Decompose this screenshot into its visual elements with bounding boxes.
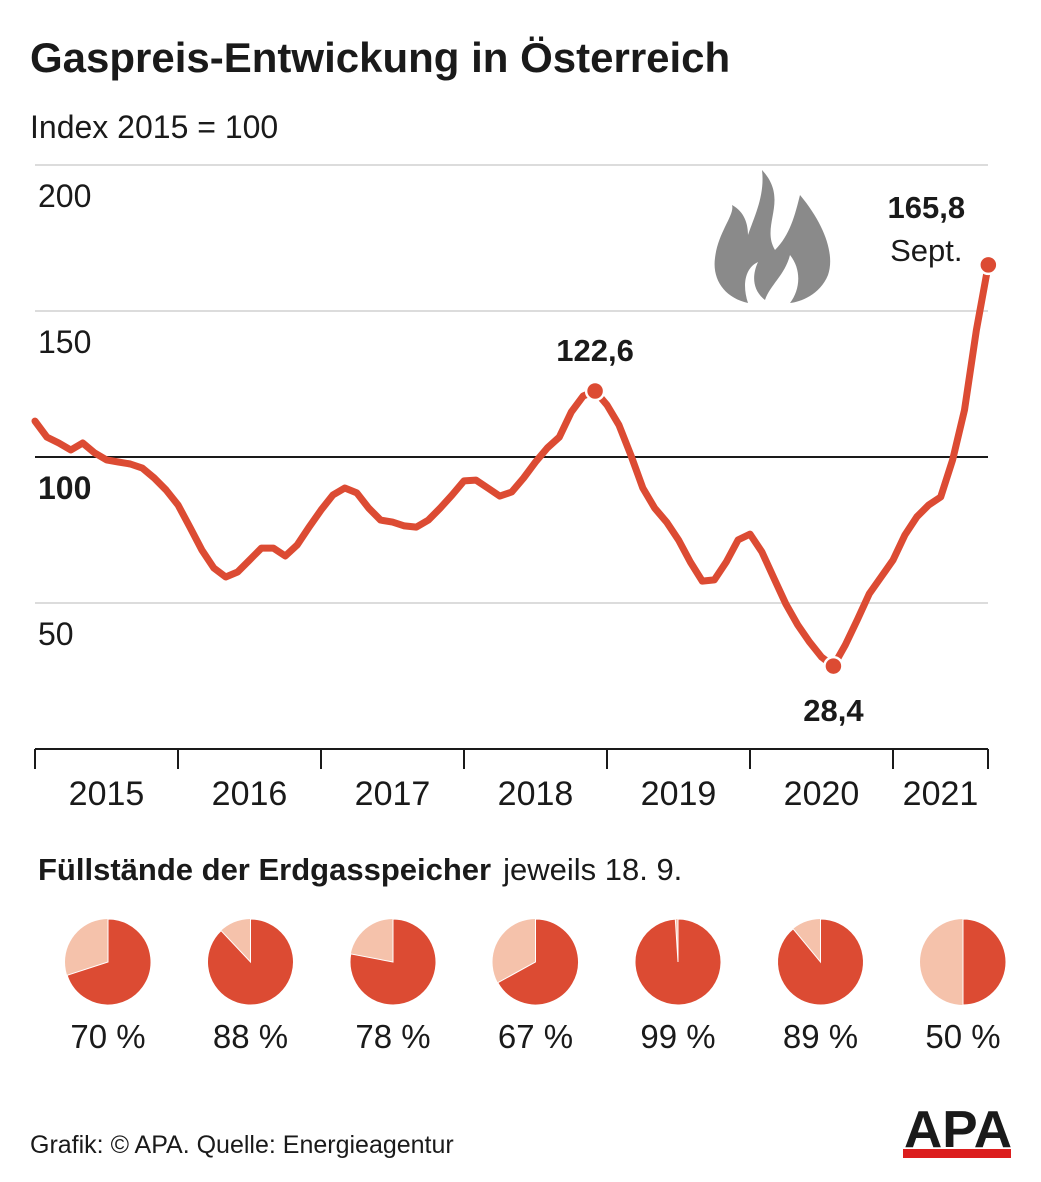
y-tick-label: 50 bbox=[38, 616, 74, 652]
pie-value-label: 70 % bbox=[70, 1018, 145, 1055]
pie-value-label: 88 % bbox=[213, 1018, 288, 1055]
pie-wedge bbox=[634, 918, 722, 1006]
logo-bar bbox=[903, 1149, 1011, 1158]
pie-title: Füllstände der Erdgasspeicher bbox=[38, 852, 491, 887]
pie-subtitle: jeweils 18. 9. bbox=[502, 852, 682, 887]
line-series bbox=[31, 261, 992, 670]
x-tick-label: 2017 bbox=[355, 775, 431, 813]
pie-wedge bbox=[207, 918, 294, 1006]
source: Grafik: © APA. Quelle: Energieagentur bbox=[30, 1131, 454, 1159]
y-tick-label: 150 bbox=[38, 324, 91, 360]
pie-wedge bbox=[962, 918, 1007, 1006]
x-tick-label: 2019 bbox=[641, 775, 717, 813]
pie-wedge bbox=[349, 918, 437, 1006]
pie-row: 70 % 88 % 78 % 67 % 99 % 89 % 50 % bbox=[65, 918, 1007, 1055]
x-tick-label: 2021 bbox=[903, 775, 979, 813]
x-tick-label: 2018 bbox=[498, 775, 574, 813]
y-tick-label: 200 bbox=[38, 178, 91, 214]
x-tick-label: 2015 bbox=[69, 775, 145, 813]
pie-value-label: 50 % bbox=[925, 1018, 1000, 1055]
line-chart: 50 100 150 200 2015 2016 2017 2018 2019 2020 2021 1… bbox=[31, 164, 999, 813]
pie-section-title: Füllstände der Erdgasspeicher jeweils 18.… bbox=[38, 852, 682, 887]
x-tick-label: 2016 bbox=[212, 775, 288, 813]
point-marker bbox=[823, 655, 844, 677]
point-marker bbox=[584, 380, 606, 402]
pie-wedge bbox=[497, 918, 579, 1006]
pie-value-label: 78 % bbox=[355, 1018, 430, 1055]
pie-wedge bbox=[66, 918, 152, 1006]
point-note: Sept. bbox=[890, 233, 962, 268]
flame-icon bbox=[714, 170, 831, 303]
y-tick-label: 100 bbox=[38, 470, 91, 506]
point-marker bbox=[978, 254, 999, 276]
chart-subtitle: Index 2015 = 100 bbox=[30, 109, 278, 145]
value-label: 165,8 bbox=[888, 190, 966, 225]
pie-value-label: 99 % bbox=[640, 1018, 715, 1055]
x-tick-label: 2020 bbox=[784, 775, 860, 813]
pie-value-label: 89 % bbox=[783, 1018, 858, 1055]
value-label: 28,4 bbox=[803, 693, 864, 728]
pie-value-label: 67 % bbox=[498, 1018, 573, 1055]
chart-title: Gaspreis-Entwickung in Österreich bbox=[30, 34, 730, 81]
pie-wedge bbox=[777, 918, 864, 1006]
value-label: 122,6 bbox=[556, 333, 634, 368]
